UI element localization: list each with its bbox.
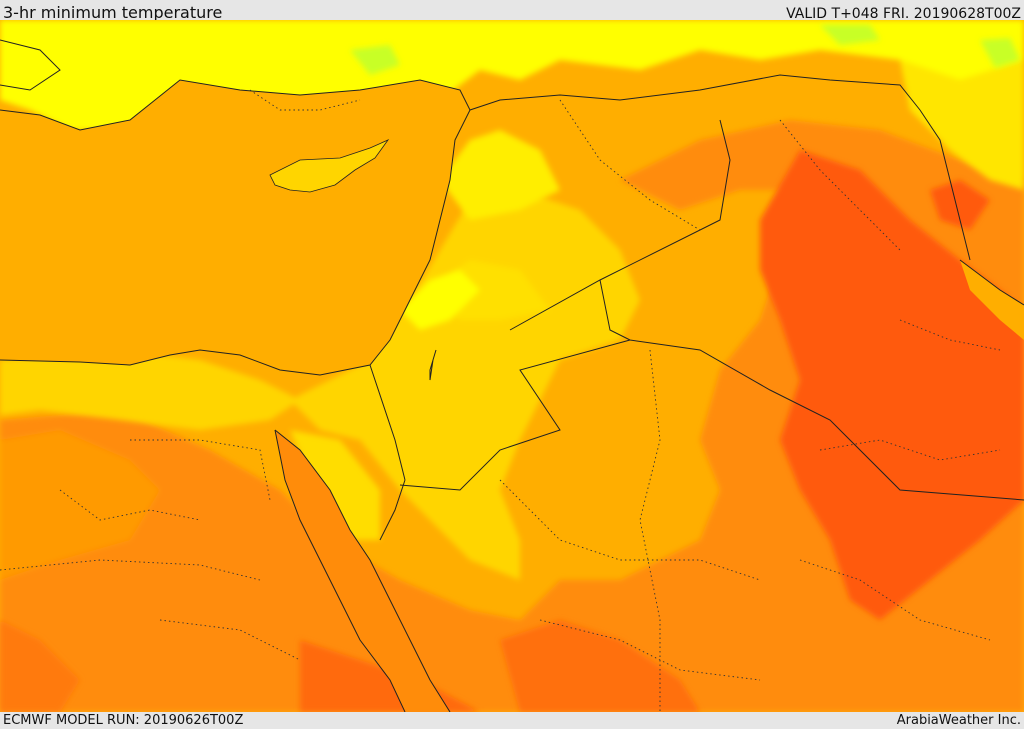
cyprus [269,139,390,193]
model-run-label: ECMWF MODEL RUN: 20190626T00Z [3,713,244,728]
red-sea [275,430,450,712]
footer-bar: ECMWF MODEL RUN: 20190626T00Z ArabiaWeat… [0,712,1024,729]
cool-band [350,25,1020,75]
map-svg [0,20,1024,712]
coastlines [0,39,1024,712]
country-borders [369,74,1024,501]
gulf [960,260,1024,340]
valid-time: VALID T+048 FRI. 20190628T00Z [786,6,1021,22]
header-bar: 3-hr minimum temperature VALID T+048 FRI… [0,0,1024,22]
map-title: 3-hr minimum temperature [3,3,223,22]
temperature-map [0,20,1024,712]
credit-label: ArabiaWeather Inc. [896,713,1021,728]
province-borders [0,89,1001,712]
